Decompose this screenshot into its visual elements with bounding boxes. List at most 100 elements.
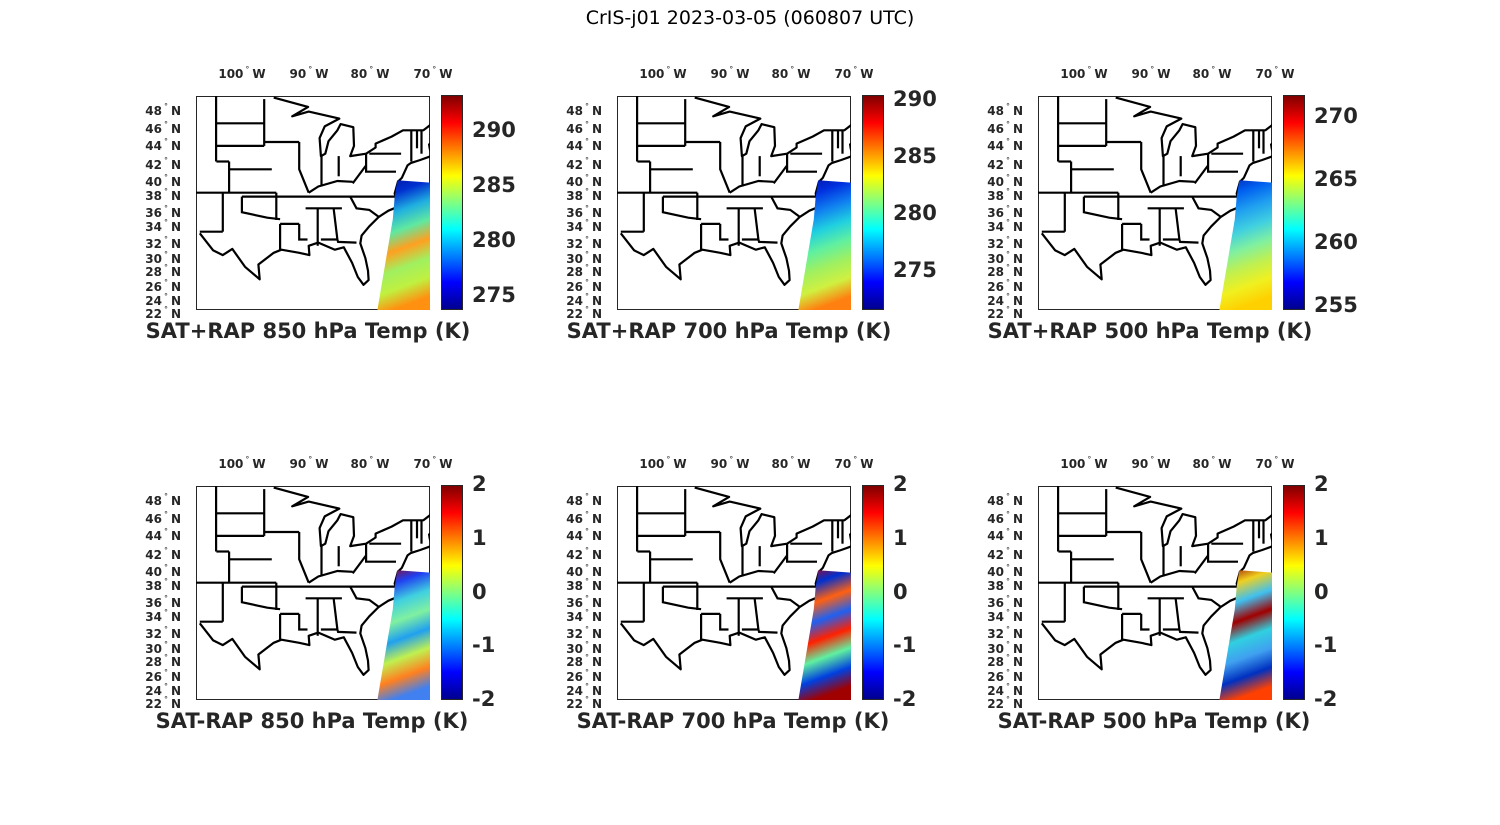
state-boundary: [1178, 629, 1199, 634]
latitude-label: 24 ° N: [145, 682, 181, 698]
latitude-label: 26 ° N: [987, 278, 1023, 294]
latitude-label: 22 ° N: [987, 695, 1023, 711]
panel-title: SAT+RAP 700 hPa Temp (K): [566, 319, 892, 343]
panel-title: SAT-RAP 500 hPa Temp (K): [997, 709, 1311, 733]
latitude-label: 30 ° N: [987, 250, 1023, 266]
satellite-swath: [377, 180, 430, 310]
colorbar-tick-label: 280: [472, 227, 516, 252]
latitude-label: 40 ° N: [566, 173, 602, 189]
latitude-label: 26 ° N: [566, 668, 602, 684]
state-boundary: [298, 532, 310, 584]
latitude-label: 48 ° N: [566, 492, 602, 508]
latitude-label: 30 ° N: [566, 250, 602, 266]
latitude-label: 26 ° N: [145, 668, 181, 684]
state-boundary: [1140, 532, 1152, 584]
latitude-label: 24 ° N: [987, 682, 1023, 698]
colorbar: [441, 485, 463, 700]
colorbar: [862, 95, 884, 310]
latitude-label: 38 ° N: [145, 187, 181, 203]
satellite-swath: [798, 570, 851, 700]
longitude-label: 100 ° W: [639, 65, 687, 81]
latitude-label: 24 ° N: [987, 292, 1023, 308]
map-axes: [1038, 96, 1272, 310]
colorbar-tick-label: 1: [893, 525, 908, 550]
map-axes: [617, 486, 851, 700]
colorbar-tick-label: 1: [1314, 525, 1329, 550]
longitude-label: 70 ° W: [413, 455, 453, 471]
state-boundary: [770, 586, 801, 608]
great-lakes-border: [694, 96, 851, 158]
colorbar-tick-label: 0: [472, 579, 487, 604]
coastline: [198, 532, 430, 676]
state-boundary: [719, 532, 731, 584]
latitude-label: 38 ° N: [566, 577, 602, 593]
state-boundary: [1082, 586, 1123, 611]
state-boundary: [308, 179, 353, 194]
latitude-label: 46 ° N: [145, 120, 181, 136]
state-boundary: [772, 164, 788, 185]
coastline: [1040, 142, 1272, 286]
coastline: [619, 532, 851, 676]
state-boundary: [1207, 543, 1238, 563]
state-boundary: [1193, 554, 1209, 575]
colorbar-tick-label: -1: [893, 633, 917, 658]
coastline: [619, 142, 851, 286]
colorbar-tick-label: 275: [472, 282, 516, 307]
latitude-label: 48 ° N: [987, 492, 1023, 508]
state-boundary: [1140, 223, 1150, 241]
latitude-label: 32 ° N: [566, 625, 602, 641]
colorbar-tick-label: 275: [893, 258, 937, 283]
state-boundary: [1140, 613, 1150, 631]
state-boundary: [786, 153, 817, 173]
colorbar-tick-label: 2: [893, 472, 908, 496]
latitude-label: 42 ° N: [987, 156, 1023, 172]
state-boundary: [332, 208, 339, 240]
latitude-label: 32 ° N: [987, 625, 1023, 641]
latitude-label: 34 ° N: [145, 608, 181, 624]
panel-title: SAT+RAP 500 hPa Temp (K): [987, 319, 1313, 343]
longitude-label: 80 ° W: [350, 455, 390, 471]
latitude-label: 32 ° N: [145, 235, 181, 251]
state-boundary: [1174, 598, 1181, 630]
figure-title: CrIS-j01 2023-03-05 (060807 UTC): [585, 7, 915, 29]
colorbar-tick-label: 0: [1314, 579, 1329, 604]
longitude-label: 90 ° W: [1131, 455, 1171, 471]
satellite-swath: [798, 180, 851, 310]
longitude-label: 80 ° W: [771, 65, 811, 81]
latitude-label: 28 ° N: [987, 263, 1023, 279]
colorbar: [1283, 95, 1305, 310]
map-axes: [196, 96, 430, 310]
latitude-label: 36 ° N: [566, 204, 602, 220]
latitude-label: 46 ° N: [566, 120, 602, 136]
latitude-label: 36 ° N: [566, 594, 602, 610]
longitude-label: 90 ° W: [710, 455, 750, 471]
map-axes: [1038, 486, 1272, 700]
latitude-label: 44 ° N: [987, 137, 1023, 153]
longitude-label: 100 ° W: [1060, 65, 1108, 81]
longitude-label: 80 ° W: [1192, 65, 1232, 81]
state-boundary: [351, 554, 367, 575]
colorbar-tick-label: 285: [893, 143, 937, 168]
colorbar: [441, 95, 463, 310]
latitude-label: 36 ° N: [145, 594, 181, 610]
latitude-label: 28 ° N: [145, 263, 181, 279]
colorbar-tick-label: -2: [1314, 687, 1338, 711]
latitude-label: 34 ° N: [987, 608, 1023, 624]
latitude-label: 36 ° N: [145, 204, 181, 220]
latitude-label: 46 ° N: [987, 510, 1023, 526]
panel-title: SAT+RAP 850 hPa Temp (K): [145, 319, 471, 343]
longitude-label: 70 ° W: [413, 65, 453, 81]
longitude-label: 90 ° W: [1131, 65, 1171, 81]
latitude-label: 32 ° N: [987, 235, 1023, 251]
state-boundary: [753, 598, 760, 630]
colorbar-tick-label: 265: [1314, 166, 1358, 191]
latitude-label: 32 ° N: [566, 235, 602, 251]
coastline: [198, 142, 430, 286]
colorbar-tick-label: 270: [1314, 103, 1358, 128]
state-boundary: [1140, 142, 1152, 194]
latitude-label: 22 ° N: [566, 695, 602, 711]
great-lakes-border: [1115, 486, 1272, 548]
state-boundary: [240, 196, 281, 221]
colorbar-tick-label: 290: [893, 86, 937, 111]
latitude-label: 26 ° N: [987, 668, 1023, 684]
